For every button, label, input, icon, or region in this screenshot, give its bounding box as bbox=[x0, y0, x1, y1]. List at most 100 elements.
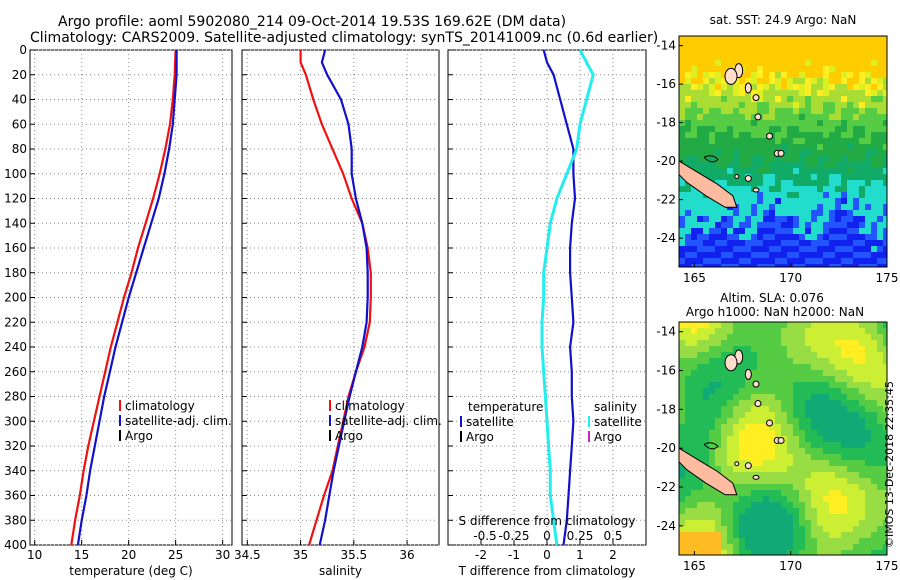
map-cell bbox=[757, 484, 764, 491]
map-cell bbox=[817, 108, 824, 115]
map-cell bbox=[769, 502, 776, 509]
map-cell bbox=[703, 532, 710, 539]
map-cell bbox=[781, 162, 788, 169]
map-cell bbox=[697, 222, 704, 229]
map-cell bbox=[853, 96, 860, 103]
map-cell bbox=[859, 328, 866, 335]
map-cell bbox=[841, 264, 848, 267]
map-cell bbox=[835, 478, 842, 485]
map-cell bbox=[733, 496, 740, 503]
map-cell bbox=[805, 162, 812, 169]
map-cell bbox=[799, 448, 806, 455]
map-cell bbox=[865, 240, 872, 247]
map-cell bbox=[835, 48, 842, 55]
map-cell bbox=[811, 382, 818, 389]
map-cell bbox=[877, 544, 884, 551]
map-cell bbox=[739, 246, 746, 253]
map-cell bbox=[757, 526, 764, 533]
map-cell bbox=[829, 328, 836, 335]
map-cell bbox=[757, 138, 764, 145]
map-cell bbox=[763, 436, 770, 443]
y-tick-label: 160 bbox=[4, 241, 27, 255]
map-cell bbox=[847, 322, 854, 329]
map-cell bbox=[811, 186, 818, 193]
map-cell bbox=[817, 442, 824, 449]
map-cell bbox=[739, 228, 746, 235]
x-tick-label-salinity: 0.25 bbox=[567, 529, 594, 543]
map-cell bbox=[859, 526, 866, 533]
map-cell bbox=[691, 508, 698, 515]
map-cell bbox=[859, 264, 866, 267]
map-cell bbox=[679, 192, 686, 199]
map-cell bbox=[715, 454, 722, 461]
map-cell bbox=[775, 346, 782, 353]
map-cell bbox=[757, 472, 764, 479]
map-cell bbox=[745, 102, 752, 109]
map-cell bbox=[691, 186, 698, 193]
map-cell bbox=[865, 388, 872, 395]
map-cell bbox=[715, 502, 722, 509]
map-cell bbox=[823, 42, 830, 49]
map-cell bbox=[721, 526, 728, 533]
map-cell bbox=[721, 538, 728, 545]
map-cell bbox=[757, 108, 764, 115]
map-cell bbox=[763, 400, 770, 407]
map-cell bbox=[715, 550, 722, 555]
map-cell bbox=[757, 544, 764, 551]
map-cell bbox=[793, 502, 800, 509]
land-island bbox=[752, 187, 760, 193]
map-cell bbox=[691, 96, 698, 103]
map-cell bbox=[763, 388, 770, 395]
map-cell bbox=[847, 412, 854, 419]
map-cell bbox=[877, 126, 884, 133]
map-cell bbox=[805, 472, 812, 479]
map-cell bbox=[835, 514, 842, 521]
map-cell bbox=[757, 376, 764, 383]
map-cell bbox=[871, 364, 878, 371]
map-cell bbox=[757, 382, 764, 389]
map-cell bbox=[775, 442, 782, 449]
map-cell bbox=[751, 334, 758, 341]
map-cell bbox=[865, 228, 872, 235]
map-cell bbox=[805, 156, 812, 163]
map-cell bbox=[781, 108, 788, 115]
map-cell bbox=[703, 162, 710, 169]
map-cell bbox=[727, 132, 734, 139]
map-cell bbox=[787, 240, 794, 247]
map-cell bbox=[841, 328, 848, 335]
map-cell bbox=[883, 216, 887, 223]
map-cell bbox=[865, 36, 872, 43]
map-cell bbox=[805, 466, 812, 473]
map-cell bbox=[865, 174, 872, 181]
map-cell bbox=[853, 186, 860, 193]
map-cell bbox=[883, 322, 887, 329]
map-cell bbox=[721, 442, 728, 449]
map-cell bbox=[697, 484, 704, 491]
map-cell bbox=[715, 466, 722, 473]
map-cell bbox=[823, 234, 830, 241]
map-cell bbox=[847, 162, 854, 169]
map-cell bbox=[805, 108, 812, 115]
map-cell bbox=[727, 424, 734, 431]
map-cell bbox=[775, 484, 782, 491]
map-cell bbox=[847, 508, 854, 515]
map-cell bbox=[805, 376, 812, 383]
map-cell bbox=[793, 96, 800, 103]
map-cell bbox=[865, 376, 872, 383]
map-cell bbox=[703, 490, 710, 497]
map-cell bbox=[793, 388, 800, 395]
legend-entry: satellite-adj. clim. bbox=[335, 414, 442, 428]
map-cell bbox=[865, 234, 872, 241]
map-cell bbox=[769, 364, 776, 371]
map-cell bbox=[817, 156, 824, 163]
legend-title-salinity: salinity bbox=[594, 400, 637, 414]
map-cell bbox=[679, 496, 686, 503]
map-cell bbox=[883, 36, 887, 43]
map-cell bbox=[859, 258, 866, 265]
map-cell bbox=[835, 138, 842, 145]
map-cell bbox=[775, 358, 782, 365]
map-cell bbox=[859, 246, 866, 253]
map-cell bbox=[775, 334, 782, 341]
map-cell bbox=[679, 54, 686, 61]
map-cell bbox=[715, 394, 722, 401]
